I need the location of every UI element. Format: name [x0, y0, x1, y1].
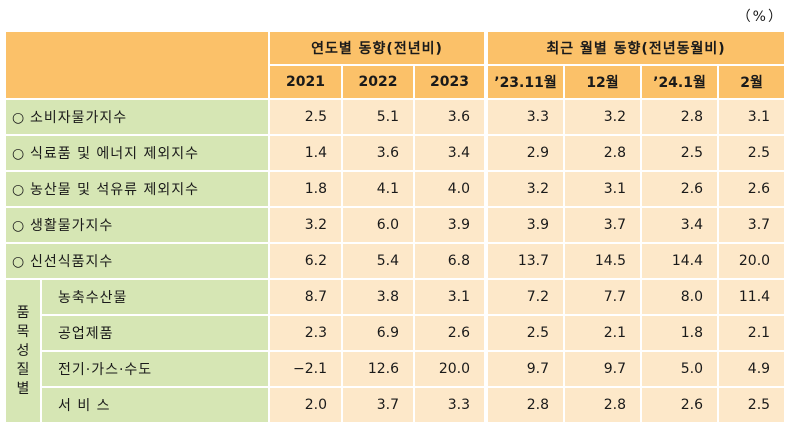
- value-cell: 3.1: [413, 278, 487, 316]
- bullet-icon: ○: [12, 218, 26, 234]
- value-cell: 6.0: [341, 206, 415, 244]
- table-row: 공업제품 2.3 6.9 2.6 2.5 2.1 1.8 2.1: [5, 314, 787, 352]
- value-cell: 20.0: [716, 242, 787, 280]
- value-cell: 2.5: [268, 98, 343, 136]
- value-cell: 3.4: [640, 206, 719, 244]
- price-index-table: 연도별 동향(전년비) 최근 월별 동향(전년동월비) 2021 2022 20…: [4, 30, 787, 424]
- bullet-icon: ○: [12, 254, 26, 270]
- value-cell: 7.2: [484, 278, 565, 316]
- row-label: ○ 신선식품지수: [4, 242, 270, 280]
- value-cell: 2.5: [716, 386, 787, 424]
- value-cell: 2.6: [716, 170, 787, 208]
- value-cell: 2.1: [563, 314, 642, 352]
- col-header: 2021: [268, 64, 343, 100]
- value-cell: 3.1: [563, 170, 642, 208]
- value-cell: 14.4: [640, 242, 719, 280]
- value-cell: 9.7: [563, 350, 642, 388]
- value-cell: 2.8: [640, 98, 719, 136]
- value-cell: 1.8: [640, 314, 719, 352]
- table-row: 서 비 스 2.0 3.7 3.3 2.8 2.8 2.6 2.5: [5, 386, 787, 424]
- bullet-icon: ○: [12, 146, 26, 162]
- value-cell: 5.1: [341, 98, 415, 136]
- value-cell: 6.2: [268, 242, 343, 280]
- table-row: ○ 생활물가지수 3.2 6.0 3.9 3.9 3.7 3.4 3.7: [4, 206, 787, 244]
- category-label: 품 목 성 질 별: [4, 278, 42, 424]
- value-cell: 5.0: [640, 350, 719, 388]
- value-cell: −2.1: [268, 350, 343, 388]
- value-cell: 6.9: [341, 314, 415, 352]
- header-monthly-group: 최근 월별 동향(전년동월비): [483, 30, 787, 66]
- header-corner: [4, 30, 270, 100]
- value-cell: 1.4: [268, 134, 343, 172]
- value-cell: 3.2: [268, 206, 343, 244]
- bullet-icon: ○: [12, 182, 26, 198]
- row-label: 공업제품: [40, 314, 270, 352]
- value-cell: 2.8: [563, 134, 642, 172]
- col-header: 2023: [413, 64, 487, 100]
- value-cell: 3.1: [716, 98, 787, 136]
- value-cell: 4.9: [716, 350, 787, 388]
- col-header: ’23.11월: [484, 64, 565, 100]
- value-cell: 2.6: [413, 314, 487, 352]
- value-cell: 4.0: [413, 170, 487, 208]
- value-cell: 2.1: [716, 314, 787, 352]
- table-row: ○ 소비자물가지수 2.5 5.1 3.6 3.3 3.2 2.8 3.1: [4, 98, 787, 136]
- value-cell: 9.7: [484, 350, 565, 388]
- header-annual-group: 연도별 동향(전년비): [268, 30, 487, 66]
- value-cell: 3.8: [341, 278, 415, 316]
- table-row: 전기·가스·수도 −2.1 12.6 20.0 9.7 9.7 5.0 4.9: [5, 350, 787, 388]
- table-row: ○ 농산물 및 석유류 제외지수 1.8 4.1 4.0 3.2 3.1 2.6 …: [4, 170, 787, 208]
- value-cell: 3.9: [484, 206, 565, 244]
- value-cell: 3.6: [341, 134, 415, 172]
- value-cell: 3.2: [484, 170, 565, 208]
- value-cell: 4.1: [341, 170, 415, 208]
- row-label: 전기·가스·수도: [40, 350, 270, 388]
- value-cell: 2.5: [716, 134, 787, 172]
- value-cell: 13.7: [484, 242, 565, 280]
- value-cell: 2.6: [640, 170, 719, 208]
- value-cell: 20.0: [413, 350, 487, 388]
- col-header: 2월: [716, 64, 787, 100]
- value-cell: 1.8: [268, 170, 343, 208]
- value-cell: 11.4: [716, 278, 787, 316]
- col-header: 12월: [563, 64, 642, 100]
- row-label: ○ 생활물가지수: [4, 206, 270, 244]
- value-cell: 2.3: [268, 314, 343, 352]
- value-cell: 2.9: [484, 134, 565, 172]
- value-cell: 3.3: [413, 386, 487, 424]
- value-cell: 8.7: [268, 278, 343, 316]
- value-cell: 8.0: [640, 278, 719, 316]
- value-cell: 2.0: [268, 386, 343, 424]
- table-row: ○ 식료품 및 에너지 제외지수 1.4 3.6 3.4 2.9 2.8 2.5 …: [4, 134, 787, 172]
- value-cell: 2.6: [640, 386, 719, 424]
- value-cell: 3.7: [563, 206, 642, 244]
- row-label: 서 비 스: [40, 386, 270, 424]
- value-cell: 3.9: [413, 206, 487, 244]
- bullet-icon: ○: [12, 110, 26, 126]
- col-header: 2022: [341, 64, 415, 100]
- value-cell: 12.6: [341, 350, 415, 388]
- value-cell: 14.5: [563, 242, 642, 280]
- value-cell: 7.7: [563, 278, 642, 316]
- value-cell: 5.4: [341, 242, 415, 280]
- row-label: ○ 식료품 및 에너지 제외지수: [4, 134, 270, 172]
- col-header: ’24.1월: [640, 64, 719, 100]
- value-cell: 3.3: [484, 98, 565, 136]
- value-cell: 3.7: [341, 386, 415, 424]
- value-cell: 3.6: [413, 98, 487, 136]
- unit-label: （%）: [736, 9, 784, 25]
- value-cell: 2.8: [484, 386, 565, 424]
- value-cell: 3.2: [563, 98, 642, 136]
- value-cell: 2.5: [484, 314, 565, 352]
- row-label: ○ 소비자물가지수: [4, 98, 270, 136]
- row-label: ○ 농산물 및 석유류 제외지수: [4, 170, 270, 208]
- value-cell: 3.7: [716, 206, 787, 244]
- value-cell: 3.4: [413, 134, 487, 172]
- value-cell: 6.8: [413, 242, 487, 280]
- value-cell: 2.5: [640, 134, 719, 172]
- table-row: ○ 신선식품지수 6.2 5.4 6.8 13.7 14.5 14.4 20.0: [4, 242, 787, 280]
- value-cell: 2.8: [563, 386, 642, 424]
- table-row: 품 목 성 질 별 농축수산물 8.7 3.8 3.1 7.2 7.7 8.0 …: [4, 278, 787, 424]
- row-label: 농축수산물: [40, 278, 270, 316]
